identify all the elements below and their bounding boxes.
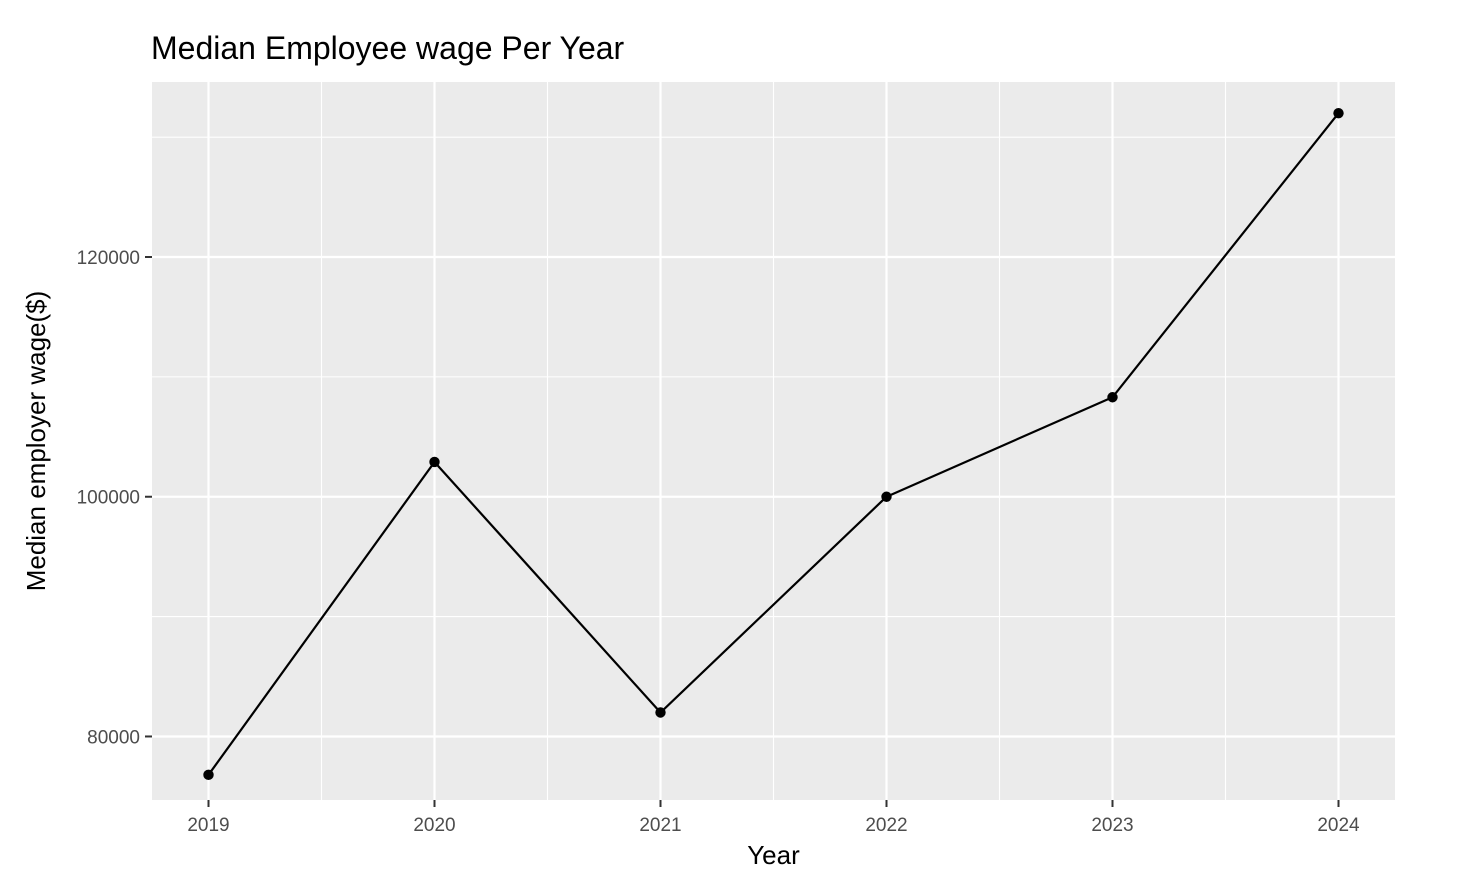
y-axis-ticks: 80000 100000 120000 (77, 248, 152, 748)
data-point-2019 (203, 769, 214, 781)
data-point-2023 (1107, 392, 1118, 403)
major-grid-x (207, 82, 1340, 800)
y-axis-title: Median employer wage($) (21, 291, 51, 592)
chart-title: Median Employee wage Per Year (151, 30, 625, 66)
x-axis-title: Year (747, 840, 800, 870)
x-tick-label-0: 2019 (187, 815, 229, 836)
series-line (207, 112, 1340, 776)
y-tick-label-2: 120000 (77, 248, 140, 269)
x-tick-label-5: 2024 (1317, 815, 1360, 836)
data-point-2022 (881, 491, 892, 502)
y-tick-label-0: 80000 (87, 727, 140, 748)
major-grid-y (152, 255, 1395, 738)
x-tick-label-1: 2020 (413, 815, 455, 836)
x-tick-label-4: 2023 (1091, 815, 1133, 836)
data-point-2020 (429, 456, 440, 468)
x-tick-label-3: 2022 (865, 815, 907, 836)
y-tick-label-1: 100000 (77, 488, 140, 509)
minor-grid-x (320, 82, 1227, 800)
x-axis-ticks: 2019 2020 2021 2022 2023 2024 (187, 800, 1360, 836)
data-points (203, 107, 1344, 781)
data-point-2024 (1333, 107, 1344, 119)
data-point-2021 (655, 707, 666, 718)
x-tick-label-2: 2021 (639, 815, 681, 836)
